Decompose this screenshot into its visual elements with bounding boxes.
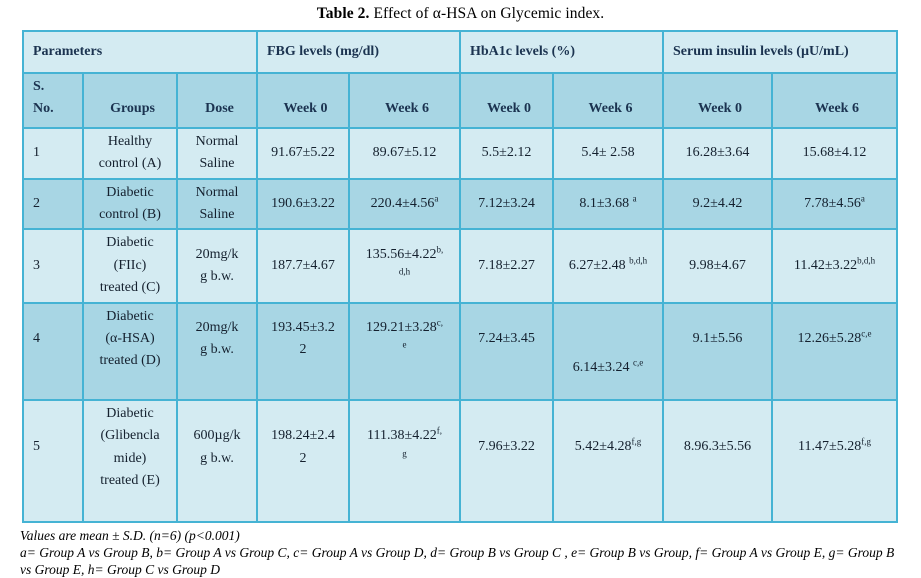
glycemic-index-table: Parameters FBG levels (mg/dl) HbA1c levels…: [22, 30, 899, 523]
table-cell-fbg-week0: 91.67±5.22: [256, 126, 350, 180]
column-header-insulin-week0: Week 0: [662, 72, 774, 129]
table-cell-groups: Diabetic (FIIc) treated (C): [82, 228, 178, 304]
table-cell-insulin-week0: 9.1±5.56: [662, 301, 774, 401]
column-header-hba1c-week0: Week 0: [459, 72, 554, 129]
table-row: 4 Diabetic (α-HSA) treated (D) 20mg/k g b.w. 1…: [22, 301, 899, 401]
table-cell-hba1c-week6: 5.42±4.28f,g: [551, 398, 665, 523]
table-cell-dose: 20mg/k g b.w.: [176, 301, 258, 401]
row-number-cell: 1: [22, 126, 84, 180]
column-header-s-no: S. No.: [22, 72, 84, 129]
table-cell-fbg-week6: 89.67±5.12: [348, 126, 461, 180]
table-cell-hba1c-week0: 5.5±2.12: [459, 126, 554, 180]
table-cell-hba1c-week6: 5.4± 2.58: [551, 126, 665, 180]
table-cell-fbg-week6: 111.38±4.22f, g: [348, 398, 461, 523]
table-cell-fbg-week0: 193.45±3.2 2: [256, 301, 350, 401]
group-header-serum-insulin-levels: Serum insulin levels (µU/mL): [662, 30, 899, 74]
table-cell-fbg-week0: 190.6±3.22: [256, 177, 350, 231]
table-cell-insulin-week0: 16.28±3.64: [662, 126, 774, 180]
column-header-fbg-week6: Week 6: [348, 72, 461, 129]
table-cell-hba1c-week6: 8.1±3.68 a: [551, 177, 665, 231]
column-header-dose: Dose: [176, 72, 258, 129]
table-footnotes: Values are mean ± S.D. (n=6) (p<0.001) a…: [20, 527, 905, 578]
table-cell-fbg-week6: 220.4±4.56a: [348, 177, 461, 231]
table-cell-insulin-week6: 15.68±4.12: [771, 126, 899, 180]
table-cell-insulin-week6: 12.26±5.28c,e: [771, 301, 899, 401]
table-cell-hba1c-week0: 7.12±3.24: [459, 177, 554, 231]
table-cell-dose: Normal Saline: [176, 126, 258, 180]
row-number-cell: 3: [22, 228, 84, 304]
column-header-insulin-week6: Week 6: [771, 72, 899, 129]
row-number-cell: 4: [22, 301, 84, 401]
group-header-parameters: Parameters: [22, 30, 258, 74]
table-row: 1 Healthy control (A) Normal Saline 91.67±5.2…: [22, 126, 899, 180]
row-number-cell: 2: [22, 177, 84, 231]
table-cell-hba1c-week0: 7.18±2.27: [459, 228, 554, 304]
table-row: 5 Diabetic (Glibencla mide) treated (E) 600µg…: [22, 398, 899, 523]
table-row: 2 Diabetic control (B) Normal Saline 190.6±3.…: [22, 177, 899, 231]
table-cell-insulin-week0: 9.98±4.67: [662, 228, 774, 304]
table-cell-fbg-week6: 129.21±3.28c, e: [348, 301, 461, 401]
column-header-fbg-week0: Week 0: [256, 72, 350, 129]
group-header-fbg-levels: FBG levels (mg/dl): [256, 30, 461, 74]
table-cell-dose: 20mg/k g b.w.: [176, 228, 258, 304]
table-cell-hba1c-week6: 6.27±2.48 b,d,h: [551, 228, 665, 304]
column-header-groups: Groups: [82, 72, 178, 129]
table-cell-hba1c-week6: 6.14±3.24 c,e: [551, 301, 665, 401]
footnote-values-note: Values are mean ± S.D. (n=6) (p<0.001): [20, 527, 240, 543]
table-cell-insulin-week6: 11.42±3.22b,d,h: [771, 228, 899, 304]
row-number-cell: 5: [22, 398, 84, 523]
table-caption: Table 2. Effect of α-HSA on Glycemic ind…: [0, 0, 921, 23]
table-cell-dose: 600µg/k g b.w.: [176, 398, 258, 523]
table-cell-groups: Healthy control (A): [82, 126, 178, 180]
column-header-hba1c-week6: Week 6: [551, 72, 665, 129]
footnote-legend: a= Group A vs Group B, b= Group A vs Gro…: [20, 544, 895, 577]
table-caption-label: Table 2.: [316, 5, 370, 22]
table-cell-insulin-week0: 8.96.3±5.56: [662, 398, 774, 523]
table-cell-groups: Diabetic control (B): [82, 177, 178, 231]
table-cell-hba1c-week0: 7.96±3.22: [459, 398, 554, 523]
table-cell-fbg-week0: 198.24±2.4 2: [256, 398, 350, 523]
table-cell-insulin-week0: 9.2±4.42: [662, 177, 774, 231]
table-cell-fbg-week6: 135.56±4.22b, d,h: [348, 228, 461, 304]
table-caption-text: Effect of α-HSA on Glycemic index.: [369, 5, 605, 22]
group-header-hba1c-levels: HbA1c levels (%): [458, 30, 665, 74]
table-row: 3 Diabetic (FIIc) treated (C) 20mg/k g b.w. 18…: [22, 228, 899, 304]
table-cell-fbg-week0: 187.7±4.67: [256, 228, 350, 304]
table-cell-groups: Diabetic (α-HSA) treated (D): [82, 301, 178, 401]
table-cell-insulin-week6: 7.78±4.56a: [771, 177, 899, 231]
table-cell-groups: Diabetic (Glibencla mide) treated (E): [82, 398, 178, 523]
table-cell-insulin-week6: 11.47±5.28f,g: [771, 398, 899, 523]
table-cell-hba1c-week0: 7.24±3.45: [459, 301, 554, 401]
table-cell-dose: Normal Saline: [176, 177, 258, 231]
